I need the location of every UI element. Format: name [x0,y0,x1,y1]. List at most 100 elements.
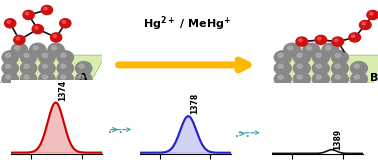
Polygon shape [277,55,378,83]
Circle shape [350,62,367,75]
Circle shape [293,62,310,75]
Circle shape [367,10,378,20]
Circle shape [60,19,71,28]
Circle shape [326,46,331,50]
Circle shape [48,43,64,57]
Circle shape [33,46,38,50]
Circle shape [24,75,29,79]
Circle shape [52,46,57,50]
Circle shape [350,72,367,86]
Circle shape [312,72,329,86]
Circle shape [61,75,66,79]
Circle shape [312,51,329,64]
Circle shape [15,46,20,50]
Circle shape [35,26,38,29]
Text: 1389: 1389 [334,128,342,150]
Circle shape [316,75,321,79]
Circle shape [322,43,339,57]
Circle shape [303,43,320,57]
Circle shape [79,64,84,68]
Circle shape [288,46,293,50]
Circle shape [296,37,308,46]
Circle shape [11,43,28,57]
Polygon shape [0,55,106,83]
Circle shape [332,62,349,75]
Circle shape [297,75,302,79]
Circle shape [42,64,47,68]
Circle shape [278,64,283,68]
Circle shape [284,43,301,57]
Circle shape [42,75,47,79]
Circle shape [332,72,349,86]
Circle shape [29,43,46,57]
Circle shape [53,35,56,37]
Circle shape [332,37,344,46]
Circle shape [274,72,291,86]
Circle shape [297,64,302,68]
Circle shape [332,51,349,64]
Circle shape [335,64,340,68]
Circle shape [79,75,84,79]
Text: $\mathbf{Hg^{2+}}$ / $\mathbf{MeHg^{+}}$: $\mathbf{Hg^{2+}}$ / $\mathbf{MeHg^{+}}$ [143,14,231,33]
Circle shape [25,12,29,15]
Circle shape [335,53,340,57]
Circle shape [316,64,321,68]
Text: 1378: 1378 [190,93,199,114]
Circle shape [62,20,66,23]
Circle shape [24,64,29,68]
Circle shape [14,35,25,44]
Circle shape [6,53,11,57]
Circle shape [76,72,92,86]
Circle shape [312,62,329,75]
Circle shape [354,64,359,68]
Circle shape [316,53,321,57]
Circle shape [299,39,302,42]
Circle shape [370,12,373,15]
Text: 1374: 1374 [58,79,67,100]
Circle shape [293,51,310,64]
Text: A: A [79,73,88,83]
Circle shape [61,53,66,57]
Circle shape [20,51,37,64]
Text: .>.: .>. [107,125,124,135]
Circle shape [32,24,43,34]
Circle shape [76,62,92,75]
Circle shape [39,72,55,86]
Circle shape [293,72,310,86]
Text: .>.: .>. [234,129,252,139]
Circle shape [57,51,73,64]
Circle shape [359,20,371,30]
Circle shape [297,53,302,57]
Circle shape [7,20,11,23]
Circle shape [352,35,355,37]
Circle shape [349,33,361,42]
Circle shape [51,33,62,42]
Circle shape [278,75,283,79]
Circle shape [39,51,55,64]
Circle shape [362,22,366,25]
Circle shape [354,75,359,79]
Circle shape [20,62,37,75]
Circle shape [39,62,55,75]
Circle shape [6,75,11,79]
Circle shape [42,53,47,57]
Circle shape [307,46,312,50]
Circle shape [2,51,19,64]
Text: B: B [370,73,378,83]
Circle shape [2,62,19,75]
Circle shape [335,75,340,79]
Circle shape [5,19,16,28]
Circle shape [6,64,11,68]
Circle shape [57,72,73,86]
Circle shape [2,72,19,86]
Circle shape [23,10,34,20]
Circle shape [315,35,327,44]
Circle shape [57,62,73,75]
Circle shape [41,5,53,15]
Circle shape [24,53,29,57]
Circle shape [278,53,283,57]
Circle shape [20,72,37,86]
Circle shape [274,62,291,75]
Circle shape [61,64,66,68]
Circle shape [318,37,321,40]
